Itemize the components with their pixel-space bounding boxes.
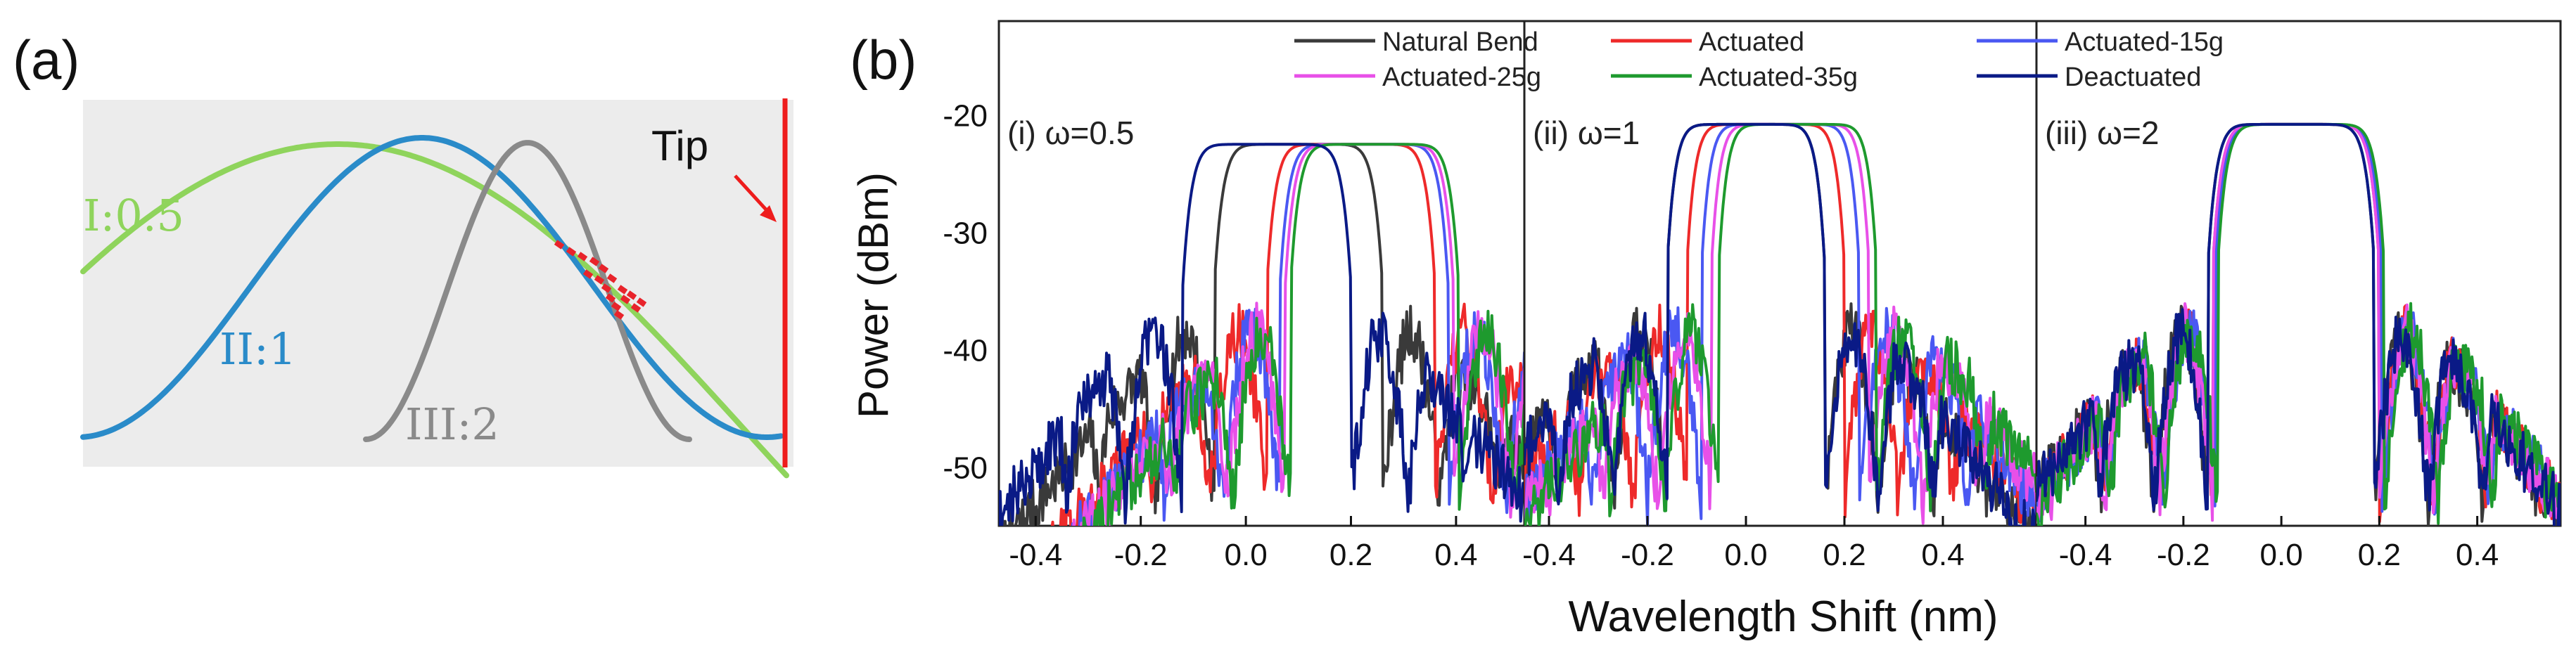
panel-a-background [83,100,793,467]
curve-II-label: II:1 [219,323,296,375]
curve-II [80,135,784,441]
crossing-mark [554,240,565,250]
tip-arrowhead-icon [760,205,777,222]
series-actuated-35g [1082,143,1524,526]
crossing-mark [636,297,647,307]
curve-I [80,141,789,479]
curve-III-label: III:2 [405,399,499,450]
crossing-mark [626,290,637,300]
x-tick-label: -0.2 [2157,538,2210,572]
series-deactuated [1524,122,2036,526]
legend-label: Actuated-35g [1699,63,1858,92]
crossing-mark [611,302,622,311]
tip-label: Tip [651,122,708,169]
x-tick-label: 0.0 [2260,538,2303,572]
y-tick-label: -50 [943,451,988,486]
series-deactuated [999,143,1524,526]
x-tick-label: 0.2 [1330,538,1372,572]
legend-label: Actuated-25g [1382,63,1541,92]
crossing-mark [566,247,577,257]
crossing-mark [582,269,594,279]
subplot-label: (ii) ω=1 [1533,115,1640,151]
y-tick-label: -20 [943,99,988,134]
legend: Natural Bend Actuated Actuated-15g Actuated… [1294,27,2224,92]
panel-a-label: (a) [13,29,79,91]
x-tick-label: -0.2 [1621,538,1674,572]
crossing-mark [620,295,631,304]
subplot-label: (i) ω=0.5 [1007,115,1134,151]
y-axis-label: Power (dBm) [850,172,897,418]
crossing-mark [594,275,605,285]
crossing-mark [606,273,618,283]
panel-a: (a) Tip I:0.5 II:1 III:2 [13,29,793,479]
panel-b-label: (b) [850,29,917,91]
crossing-marks [554,240,647,320]
subplots: -0.4 -0.2 0.0 0.2 0.4 (i) ω=0.5 -0.4 -0.2 0.0 0.2… [997,20,2562,572]
y-tick-label: -30 [943,217,988,251]
curve-III [363,140,692,442]
crossing-mark [613,310,625,320]
x-tick-label: 0.4 [2456,538,2499,572]
legend-label: Natural Bend [1382,27,1538,57]
crossing-mark [577,252,588,261]
legend-label: Actuated [1699,27,1804,57]
subplot-1: -0.4 -0.2 0.0 0.2 0.4 (i) ω=0.5 [997,20,1526,572]
y-axis-ticks: -20 -30 -40 -50 [943,99,1009,486]
x-tick-label: 0.0 [1724,538,1767,572]
legend-label: Actuated-15g [2065,27,2224,57]
crossing-mark [598,264,609,273]
series-group [1524,122,2036,526]
subplot-frame [2035,20,2562,527]
x-tick-label: 0.0 [1225,538,1268,572]
x-tick-label: 0.4 [1921,538,1964,572]
crossing-mark [589,257,600,266]
x-tick-label: -0.4 [2059,538,2112,572]
x-tick-label: -0.4 [1009,538,1062,572]
series-deactuated [2036,122,2561,526]
subplot-label: (iii) ω=2 [2045,115,2159,151]
x-tick-label: 0.2 [2358,538,2401,572]
y-tick-label: -40 [943,334,988,368]
x-tick-label: -0.4 [1522,538,1576,572]
panel-b: (b) Power (dBm) Wavelength Shift (nm) -2… [850,20,2562,641]
x-tick-label: -0.2 [1114,538,1168,572]
x-tick-label: 0.2 [1823,538,1866,572]
crossing-mark [605,293,616,303]
x-tick-label: 0.4 [1434,538,1477,572]
subplot-2: -0.4 -0.2 0.0 0.2 0.4 (ii) ω=1 [1522,20,2038,572]
crossing-mark [601,283,612,293]
series-actuated-25g [1072,143,1524,526]
series-group [2036,122,2561,526]
subplot-3: -0.4 -0.2 0.0 0.2 0.4 (iii) ω=2 [2035,20,2562,572]
crossing-mark [630,303,642,313]
legend-label: Deactuated [2065,63,2201,92]
curve-I-label: I:0.5 [83,190,184,241]
x-axis-label: Wavelength Shift (nm) [1568,593,1998,641]
series-group [999,143,1524,526]
crossing-mark [617,285,628,295]
